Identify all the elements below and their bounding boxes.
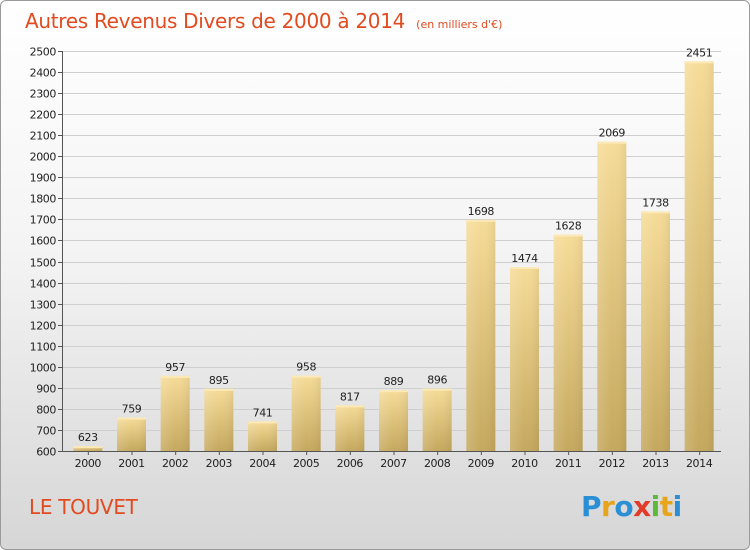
bar-shade: [466, 219, 496, 451]
bar-value-label: 957: [165, 361, 185, 374]
location-label: LE TOUVET: [29, 495, 138, 519]
bar-value-label: 958: [296, 361, 316, 374]
bar-shade: [248, 421, 277, 451]
value-labels: 623 759 957 895 741 958 817 889 896 1698 1474 1628 2…: [78, 46, 713, 444]
bar-shade: [597, 141, 627, 451]
bar-value-label: 2451: [686, 46, 712, 59]
x-tick-label: 2012: [599, 457, 625, 470]
logo-letter: i: [650, 490, 661, 523]
bar-value-label: 2069: [599, 127, 626, 140]
logo-letter: x: [633, 490, 651, 523]
x-tick-label: 2010: [511, 457, 538, 470]
y-tick-label: 2000: [30, 151, 57, 164]
bar-shade: [510, 267, 539, 451]
x-tick-label: 2009: [468, 457, 495, 470]
y-tick-label: 900: [36, 383, 56, 396]
x-tick-label: 2011: [555, 457, 581, 470]
x-axis: 2000 2001 2002 2003 2004 2005 2006 2007 2008 2009…: [62, 451, 721, 470]
y-tick-label: 1700: [30, 214, 57, 227]
bar-shade: [117, 417, 146, 451]
bar-shade: [73, 446, 103, 451]
y-tick-label: 1000: [30, 362, 57, 375]
bar-value-label: 895: [209, 374, 229, 387]
y-tick-label: 1300: [30, 299, 57, 312]
x-tick-label: 2002: [162, 457, 188, 470]
y-tick-label: 2100: [30, 130, 57, 143]
y-tick-label: 600: [36, 446, 56, 459]
bar-value-label: 741: [253, 406, 273, 419]
bar-shade: [335, 405, 365, 451]
logo-letter: i: [672, 490, 683, 523]
bar-shade: [160, 375, 190, 451]
bar-value-label: 1738: [642, 196, 669, 209]
bar-value-label: 623: [78, 431, 98, 444]
y-tick-label: 1600: [30, 235, 57, 248]
chart-title: Autres Revenus Divers de 2000 à 2014: [25, 9, 406, 33]
logo-letter: P: [581, 490, 602, 523]
y-tick-label: 1800: [30, 193, 57, 206]
logo-letter: t: [659, 490, 673, 523]
bars: [73, 61, 714, 451]
x-tick-label: 2014: [686, 457, 713, 470]
bar-shade: [553, 234, 583, 451]
bar-value-label: 1628: [555, 220, 582, 233]
bar-value-label: 817: [340, 390, 360, 403]
bar-value-label: 1698: [468, 205, 495, 218]
x-tick-label: 2004: [249, 457, 276, 470]
x-tick-label: 2013: [642, 457, 669, 470]
bar-value-label: 896: [427, 374, 447, 387]
y-tick-label: 1200: [30, 320, 57, 333]
x-tick-label: 2000: [75, 457, 102, 470]
y-tick-label: 2500: [30, 46, 57, 59]
y-tick-label: 2300: [30, 88, 57, 101]
bar-shade: [291, 375, 321, 451]
x-tick-label: 2003: [206, 457, 233, 470]
logo-letter: o: [614, 490, 634, 523]
x-tick-label: 2008: [424, 457, 451, 470]
logo-letter: r: [601, 490, 615, 523]
bar-value-label: 759: [122, 403, 142, 416]
bar-shade: [204, 388, 234, 451]
y-tick-label: 1500: [30, 257, 57, 270]
x-tick-label: 2005: [293, 457, 320, 470]
x-tick-label: 2006: [337, 457, 364, 470]
bar-shade: [684, 61, 714, 451]
title-block: Autres Revenus Divers de 2000 à 2014 (en…: [25, 9, 502, 33]
y-tick-label: 2400: [30, 67, 57, 80]
proxiti-logo: Proxiti: [581, 490, 682, 523]
y-tick-label: 800: [36, 404, 56, 417]
bar-shade: [422, 388, 452, 451]
y-tick-label: 1400: [30, 278, 57, 291]
x-tick-label: 2001: [118, 457, 144, 470]
bar-shade: [641, 211, 670, 451]
y-tick-label: 2200: [30, 109, 57, 122]
y-tick-label: 1100: [30, 341, 57, 354]
x-tick-label: 2007: [380, 457, 407, 470]
y-tick-label: 700: [36, 425, 56, 438]
y-axis: 600 700 800 900 1000 1100 1200 1300 1400 1500 1600…: [30, 46, 63, 459]
bar-value-label: 889: [384, 375, 404, 388]
bar-value-label: 1474: [511, 252, 538, 265]
y-tick-label: 1900: [30, 172, 57, 185]
chart-subtitle: (en milliers d'€): [416, 18, 503, 31]
bar-shade: [379, 390, 408, 451]
